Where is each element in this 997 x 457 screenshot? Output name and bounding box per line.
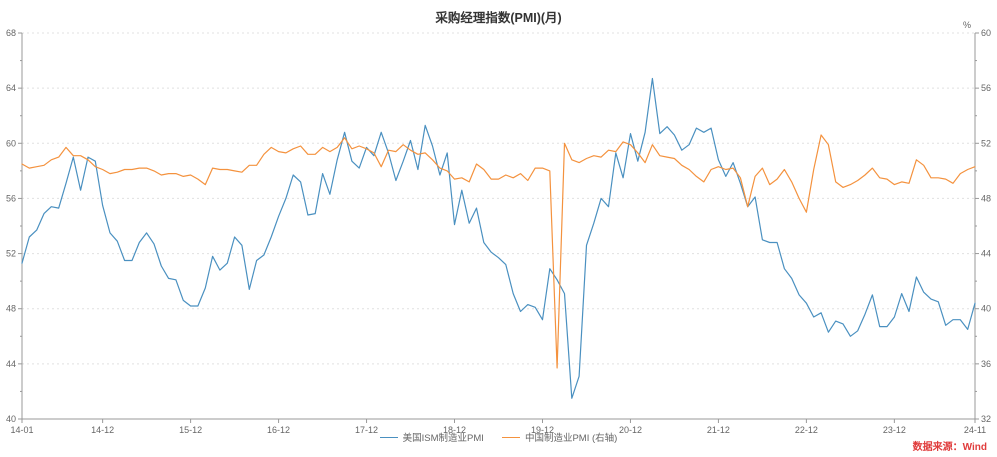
y-axis-left-label: 64 bbox=[6, 83, 16, 93]
x-axis-label: 21-12 bbox=[707, 425, 730, 435]
y-axis-left-label: 56 bbox=[6, 193, 16, 203]
legend-line-sample-china bbox=[501, 436, 520, 438]
y-axis-left-label: 44 bbox=[6, 359, 16, 369]
x-axis-label: 19-12 bbox=[531, 425, 554, 435]
legend: 美国ISM制造业PMI 中国制造业PMI (右轴) bbox=[0, 430, 997, 444]
legend-label-china: 中国制造业PMI (右轴) bbox=[524, 433, 618, 444]
legend-item-us-ism-pmi[interactable]: 美国ISM制造业PMI bbox=[379, 430, 484, 444]
y-axis-right-label: 56 bbox=[981, 83, 991, 93]
y-axis-right-label: 48 bbox=[981, 193, 991, 203]
y-axis-left-label: 48 bbox=[6, 304, 16, 314]
chart-title: 采购经理指数(PMI)(月) bbox=[435, 11, 562, 25]
x-axis-label: 15-12 bbox=[179, 425, 202, 435]
x-axis-label: 14-12 bbox=[91, 425, 114, 435]
legend-label-us: 美国ISM制造业PMI bbox=[402, 433, 484, 444]
x-axis-label: 23-12 bbox=[883, 425, 906, 435]
x-axis-label: 22-12 bbox=[795, 425, 818, 435]
y-axis-left-label: 68 bbox=[6, 28, 16, 38]
legend-line-sample-us bbox=[379, 436, 398, 438]
y-axis-left-label: 52 bbox=[6, 249, 16, 259]
legend-item-china-pmi[interactable]: 中国制造业PMI (右轴) bbox=[501, 430, 618, 444]
y-axis-left-label: 40 bbox=[6, 414, 16, 424]
x-axis-label: 20-12 bbox=[619, 425, 642, 435]
series-line-us-ism-pmi bbox=[21, 77, 976, 399]
y-axis-right-label: 52 bbox=[981, 138, 991, 148]
data-source-label: 数据来源：Wind bbox=[912, 442, 987, 453]
x-axis-label: 18-12 bbox=[443, 425, 466, 435]
y-axis-right-label: 44 bbox=[981, 249, 991, 259]
x-axis-label: 14-01 bbox=[10, 425, 33, 435]
y-axis-right-label: 60 bbox=[981, 28, 991, 38]
right-axis-unit-label: % bbox=[963, 20, 971, 30]
series-line-china-pmi bbox=[21, 134, 976, 369]
x-axis-label: 17-12 bbox=[355, 425, 378, 435]
x-axis-label: 24-11 bbox=[964, 425, 986, 435]
y-axis-left-label: 60 bbox=[6, 138, 16, 148]
y-axis-right-label: 32 bbox=[981, 414, 991, 424]
x-axis-label: 16-12 bbox=[267, 425, 290, 435]
y-axis-right-label: 40 bbox=[981, 304, 991, 314]
y-axis-right-label: 36 bbox=[981, 359, 991, 369]
